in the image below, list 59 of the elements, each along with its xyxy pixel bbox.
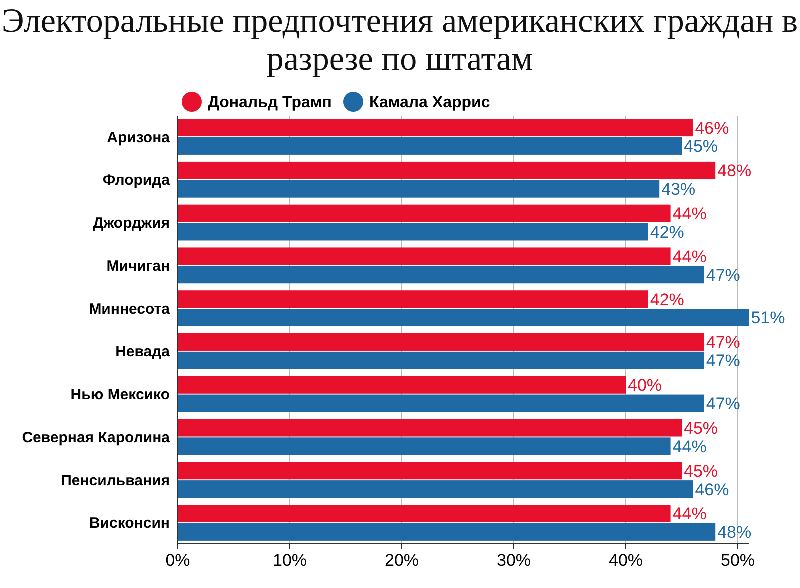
bar [178, 290, 648, 308]
bar [178, 394, 704, 412]
x-tick-label: 30% [496, 551, 532, 570]
bar [178, 505, 671, 523]
bar [178, 309, 750, 327]
bar [178, 180, 660, 198]
bar [178, 480, 694, 498]
data-label: 44% [672, 437, 707, 456]
data-label: 40% [628, 376, 662, 396]
bar [178, 333, 704, 351]
data-label: 44% [672, 204, 707, 224]
bar [178, 376, 626, 394]
chart-title: Электоральные предпочтения американских граждан в разрезе по штатам [2, 3, 798, 78]
bar [178, 438, 671, 456]
y-tick-label: Нью Мексико [70, 386, 170, 404]
bar [178, 162, 716, 180]
y-tick-label: Миннесота [89, 300, 171, 318]
data-label: 47% [706, 352, 740, 371]
data-label: 51% [751, 308, 786, 328]
legend-label: Дональд Трамп [208, 94, 332, 112]
y-tick-label: Мичиган [106, 258, 170, 275]
bar [178, 419, 682, 437]
data-label: 42% [650, 222, 684, 242]
bar [178, 248, 671, 266]
bar [178, 266, 704, 284]
data-label: 47% [706, 333, 740, 352]
x-tick-label: 40% [608, 551, 644, 570]
data-label: 44% [672, 504, 707, 524]
y-tick-label: Джорджия [92, 215, 170, 232]
data-label: 45% [684, 462, 718, 481]
x-tick-label: 50% [720, 551, 756, 570]
y-tick-label: Невада [116, 344, 171, 361]
data-label: 48% [718, 162, 752, 181]
data-label: 45% [684, 418, 718, 438]
data-label: 43% [662, 180, 696, 200]
bar [178, 352, 704, 370]
bar [178, 462, 682, 480]
x-tick-label: 0% [166, 551, 190, 570]
y-tick-label: Аризона [107, 129, 171, 146]
data-label: 42% [650, 290, 684, 310]
bar [178, 204, 671, 222]
y-tick-label: Северная Каролина [22, 429, 171, 446]
data-label: 47% [706, 266, 740, 285]
bar [178, 523, 716, 541]
x-tick-label: 20% [384, 551, 420, 570]
data-label: 47% [706, 394, 740, 414]
data-label: 45% [684, 137, 718, 156]
data-label: 44% [672, 247, 707, 266]
y-tick-label: Флорида [102, 172, 171, 190]
x-tick-label: 10% [272, 551, 308, 570]
y-tick-label: Висконсин [89, 515, 170, 532]
bar [178, 223, 648, 241]
data-label: 46% [695, 118, 730, 138]
data-label: 48% [718, 523, 752, 542]
data-label: 46% [695, 480, 730, 500]
legend-label: Камала Харрис [370, 94, 490, 112]
bar [178, 137, 682, 155]
y-tick-label: Пенсильвания [61, 472, 170, 490]
bar [178, 119, 694, 137]
